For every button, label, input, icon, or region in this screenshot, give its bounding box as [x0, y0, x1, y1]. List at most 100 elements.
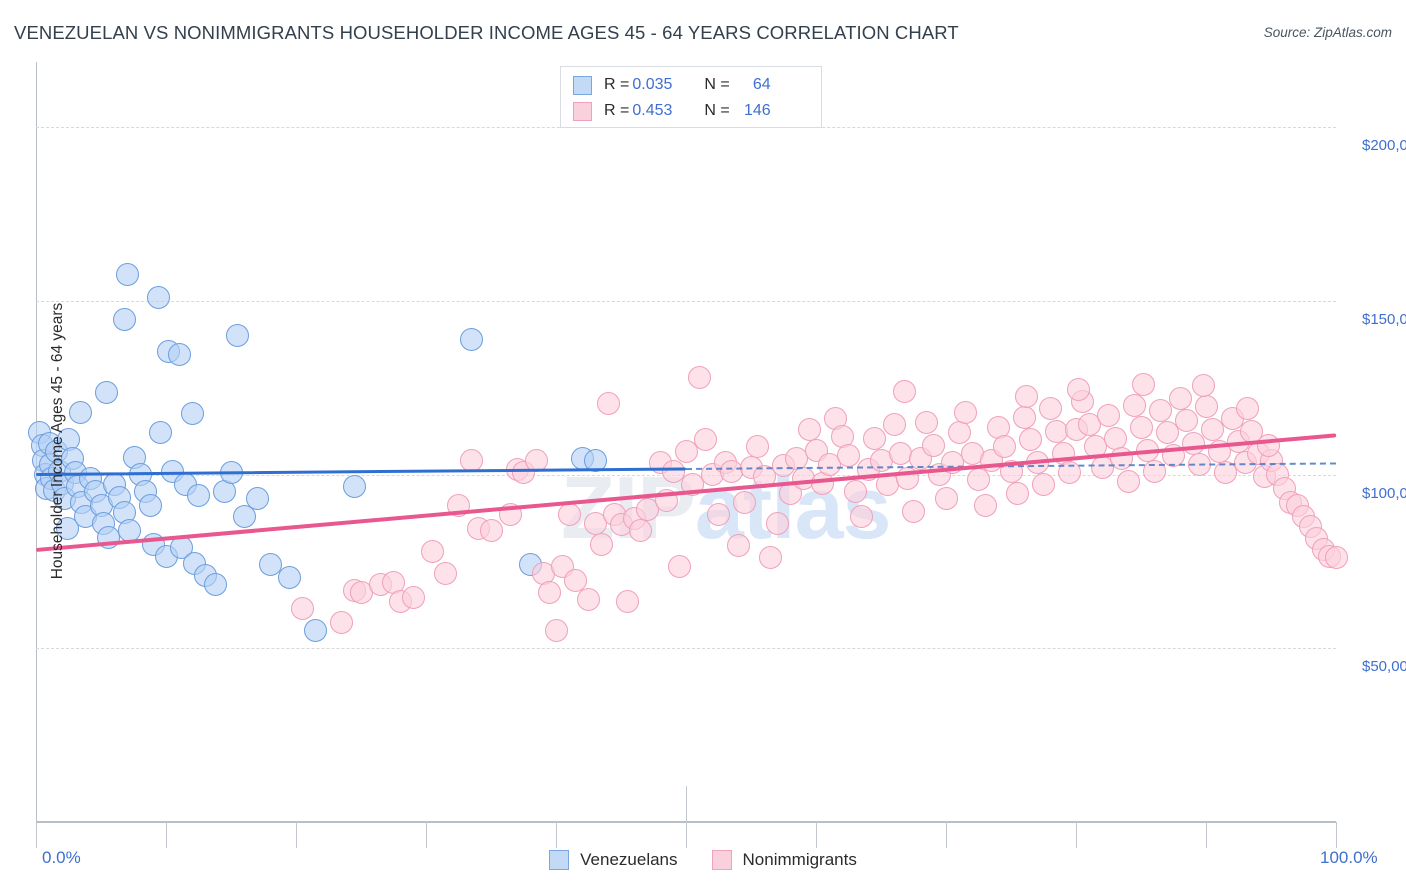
scatter-point-blue[interactable]	[343, 475, 366, 499]
scatter-point-pink[interactable]	[661, 459, 685, 483]
scatter-point-pink[interactable]	[1201, 417, 1224, 441]
scatter-point-pink[interactable]	[1006, 482, 1029, 506]
scatter-point-pink[interactable]	[1097, 404, 1120, 427]
scatter-point-pink[interactable]	[902, 499, 925, 523]
scatter-point-pink[interactable]	[564, 569, 587, 593]
scatter-point-pink[interactable]	[798, 417, 821, 441]
scatter-point-blue[interactable]	[304, 619, 327, 643]
scatter-point-pink[interactable]	[596, 391, 620, 415]
scatter-point-pink[interactable]	[1129, 416, 1153, 440]
scatter-point-pink[interactable]	[915, 410, 938, 434]
n-value-nonimmigrants: 146	[743, 102, 771, 119]
scatter-point-pink[interactable]	[707, 503, 730, 527]
scatter-point-pink[interactable]	[1103, 426, 1127, 450]
scatter-point-pink[interactable]	[1324, 546, 1348, 570]
scatter-point-pink[interactable]	[973, 494, 997, 518]
scatter-point-pink[interactable]	[921, 433, 945, 457]
scatter-point-pink[interactable]	[1038, 397, 1062, 421]
scatter-point-blue[interactable]	[258, 553, 282, 577]
scatter-point-pink[interactable]	[1012, 405, 1036, 429]
scatter-point-pink[interactable]	[1019, 428, 1042, 452]
series-legend: Venezuelans Nonimmigrants	[0, 850, 1406, 870]
scatter-point-pink[interactable]	[1142, 459, 1166, 483]
scatter-point-blue[interactable]	[583, 449, 607, 473]
scatter-point-blue[interactable]	[146, 285, 170, 309]
scatter-point-pink[interactable]	[674, 440, 698, 464]
scatter-point-pink[interactable]	[1181, 431, 1205, 455]
scatter-point-pink[interactable]	[1188, 452, 1211, 476]
scatter-point-blue[interactable]	[232, 504, 256, 528]
scatter-point-pink[interactable]	[1058, 461, 1081, 485]
scatter-point-pink[interactable]	[726, 534, 750, 558]
scatter-point-pink[interactable]	[434, 562, 457, 586]
scatter-point-pink[interactable]	[1236, 397, 1260, 421]
scatter-point-pink[interactable]	[291, 596, 314, 620]
scatter-point-pink[interactable]	[1191, 374, 1215, 398]
scatter-point-blue[interactable]	[55, 516, 79, 540]
scatter-point-pink[interactable]	[954, 400, 977, 424]
scatter-point-pink[interactable]	[1123, 393, 1146, 417]
scatter-point-pink[interactable]	[544, 619, 568, 643]
scatter-point-pink[interactable]	[765, 511, 789, 535]
legend-item-nonimmigrants[interactable]: Nonimmigrants	[711, 850, 857, 870]
scatter-point-blue[interactable]	[278, 565, 301, 589]
scatter-point-pink[interactable]	[557, 503, 581, 527]
y-axis-tick-label: $100,000	[1362, 484, 1406, 502]
scatter-point-pink[interactable]	[1032, 473, 1055, 497]
scatter-point-pink[interactable]	[479, 518, 503, 542]
legend-item-venezuelans[interactable]: Venezuelans	[549, 850, 678, 870]
scatter-point-pink[interactable]	[1194, 395, 1218, 419]
x-axis-tick	[816, 822, 817, 848]
scatter-point-blue[interactable]	[112, 308, 136, 332]
scatter-point-pink[interactable]	[882, 412, 906, 436]
scatter-point-pink[interactable]	[1175, 409, 1198, 433]
scatter-point-pink[interactable]	[668, 555, 691, 579]
scatter-point-pink[interactable]	[837, 443, 860, 467]
r-value-venezuelans: 0.035	[632, 76, 673, 93]
scatter-point-blue[interactable]	[187, 483, 210, 507]
scatter-point-pink[interactable]	[1132, 372, 1156, 396]
scatter-point-pink[interactable]	[616, 589, 639, 613]
scatter-point-pink[interactable]	[1256, 433, 1280, 457]
scatter-point-pink[interactable]	[850, 504, 873, 528]
scatter-point-pink[interactable]	[421, 539, 444, 563]
scatter-point-blue[interactable]	[245, 487, 269, 511]
scatter-point-pink[interactable]	[1214, 461, 1237, 485]
scatter-point-blue[interactable]	[115, 263, 139, 287]
scatter-point-pink[interactable]	[577, 588, 600, 612]
scatter-point-blue[interactable]	[203, 572, 227, 596]
scatter-point-pink[interactable]	[967, 468, 990, 492]
scatter-point-pink[interactable]	[1168, 386, 1192, 410]
scatter-point-pink[interactable]	[1116, 470, 1140, 494]
scatter-point-pink[interactable]	[947, 421, 971, 445]
scatter-point-pink[interactable]	[401, 586, 425, 610]
scatter-point-blue[interactable]	[180, 402, 204, 426]
scatter-point-blue[interactable]	[226, 324, 249, 348]
scatter-point-pink[interactable]	[843, 480, 867, 504]
scatter-point-pink[interactable]	[330, 610, 353, 634]
scatter-point-blue[interactable]	[460, 327, 483, 351]
scatter-point-pink[interactable]	[759, 546, 782, 570]
scatter-point-blue[interactable]	[138, 494, 162, 518]
scatter-point-pink[interactable]	[993, 435, 1016, 459]
scatter-point-blue[interactable]	[167, 343, 191, 367]
scatter-point-pink[interactable]	[746, 435, 769, 459]
scatter-point-pink[interactable]	[863, 426, 886, 450]
scatter-point-pink[interactable]	[733, 490, 756, 514]
scatter-point-pink[interactable]	[1149, 398, 1172, 422]
scatter-point-pink[interactable]	[1015, 384, 1039, 408]
scatter-point-blue[interactable]	[94, 381, 118, 405]
scatter-point-blue[interactable]	[68, 400, 92, 424]
scatter-point-pink[interactable]	[694, 428, 717, 452]
scatter-point-pink[interactable]	[1067, 377, 1091, 401]
scatter-point-blue[interactable]	[149, 421, 173, 445]
y-axis-title: Householder Income Ages 45 - 64 years	[49, 302, 66, 580]
scatter-point-pink[interactable]	[934, 487, 958, 511]
scatter-point-pink[interactable]	[590, 532, 613, 556]
scatter-point-pink[interactable]	[635, 497, 659, 521]
scatter-point-pink[interactable]	[687, 365, 711, 389]
scatter-point-pink[interactable]	[538, 581, 561, 605]
scatter-point-pink[interactable]	[1155, 421, 1179, 445]
scatter-point-pink[interactable]	[892, 379, 916, 403]
scatter-point-pink[interactable]	[629, 518, 652, 542]
